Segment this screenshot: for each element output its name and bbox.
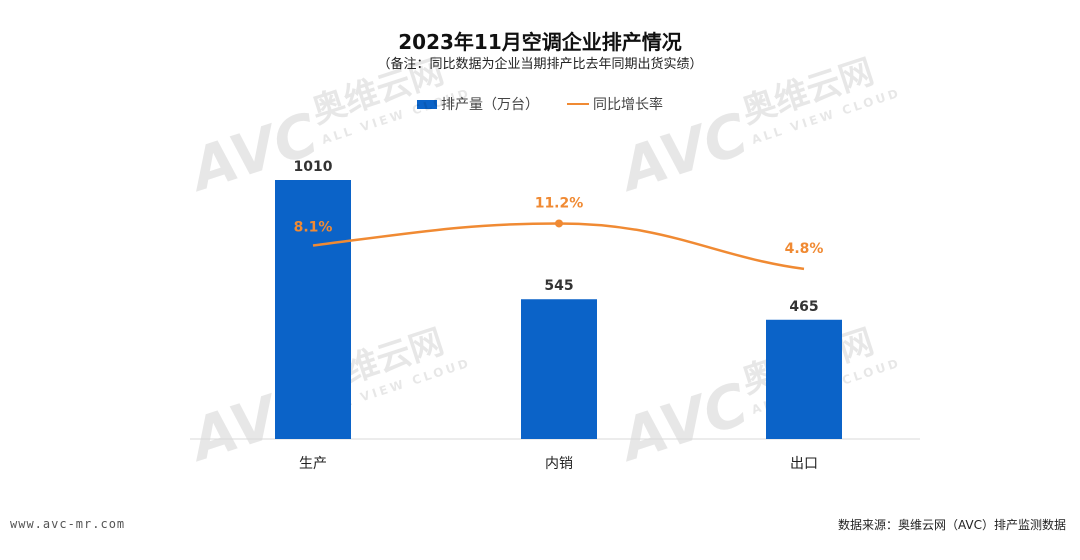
bar-value-label: 545 bbox=[544, 278, 573, 294]
growth-value-label: 4.8% bbox=[785, 241, 824, 257]
category-label: 出口 bbox=[790, 456, 818, 472]
bar-value-label: 1010 bbox=[294, 159, 333, 175]
legend-bar-swatch bbox=[417, 99, 437, 109]
watermark-brand-en: ALL VIEW CLOUD bbox=[750, 85, 903, 147]
watermark-brand-en: ALL VIEW CLOUD bbox=[320, 85, 473, 147]
category-labels: 生产 内销 出口 bbox=[299, 456, 818, 472]
bar-series: 1010 545 465 bbox=[275, 159, 842, 439]
bar-2 bbox=[521, 299, 597, 439]
legend-item-growth: 同比增长率 bbox=[567, 94, 663, 114]
bar-1 bbox=[275, 180, 351, 439]
website-label: www.avc-mr.com bbox=[10, 517, 126, 531]
chart-title: 2023年11月空调企业排产情况 bbox=[398, 30, 682, 54]
watermark-logo: AVC bbox=[609, 100, 756, 206]
source-note: 数据来源：奥维云网（AVC）排产监测数据 bbox=[837, 518, 1066, 532]
category-label: 生产 bbox=[299, 456, 327, 472]
bar-3 bbox=[766, 319, 842, 439]
legend-line-swatch bbox=[567, 103, 589, 105]
line-series: 8.1% 11.2% 4.8% bbox=[294, 195, 824, 271]
category-label: 内销 bbox=[545, 456, 573, 472]
legend-label-production: 排产量（万台） bbox=[441, 97, 539, 113]
chart-legend: 排产量（万台） 同比增长率 bbox=[0, 94, 1080, 114]
watermark-brand: 奥维云网 bbox=[737, 52, 879, 132]
legend-label-growth: 同比增长率 bbox=[593, 97, 663, 113]
growth-line bbox=[312, 222, 805, 271]
watermark-logo: AVC bbox=[609, 370, 756, 476]
bar-value-label: 465 bbox=[789, 299, 818, 315]
growth-value-label: 11.2% bbox=[535, 195, 584, 211]
growth-value-label: 8.1% bbox=[294, 219, 333, 235]
growth-point bbox=[555, 219, 563, 228]
legend-item-production: 排产量（万台） bbox=[417, 94, 539, 114]
chart-subtitle: （备注：同比数据为企业当期排产比去年同期出货实绩） bbox=[377, 57, 703, 72]
watermark-brand: 奥维云网 bbox=[307, 52, 449, 132]
